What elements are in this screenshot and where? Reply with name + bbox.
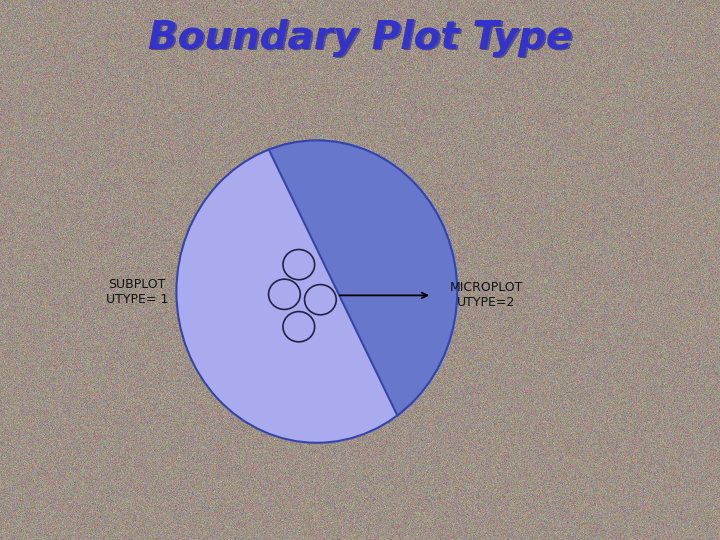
Text: SUBPLOT
UTYPE= 1: SUBPLOT UTYPE= 1 — [106, 278, 168, 306]
Polygon shape — [176, 150, 397, 443]
Text: Boundary Plot Type: Boundary Plot Type — [148, 19, 572, 57]
Text: MICROPLOT
UTYPE=2: MICROPLOT UTYPE=2 — [449, 281, 523, 309]
Polygon shape — [269, 140, 457, 415]
Text: Boundary Plot Type: Boundary Plot Type — [150, 21, 575, 58]
